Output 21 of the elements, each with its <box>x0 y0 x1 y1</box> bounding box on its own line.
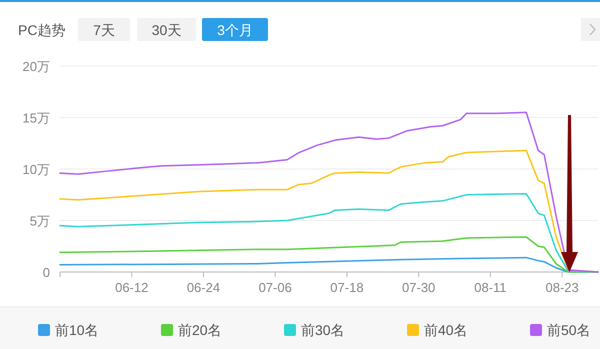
legend-label: 前10名 <box>55 322 99 338</box>
x-tick-label: 07-30 <box>402 280 436 295</box>
y-tick-label: 5万 <box>30 214 50 228</box>
y-tick-label: 0 <box>42 265 50 280</box>
legend-label: 前20名 <box>178 322 222 338</box>
tab: 7天 <box>78 18 130 41</box>
tab: 30天 <box>137 18 196 41</box>
legend-label: 前30名 <box>301 322 345 338</box>
x-tick-label: 06-24 <box>186 280 220 295</box>
x-tick-label: 07-18 <box>330 280 364 295</box>
y-tick-label: 15万 <box>22 110 50 126</box>
y-tick-label: 10万 <box>22 162 50 177</box>
legend-label: 前40名 <box>424 322 468 338</box>
legend-label: 前50名 <box>547 322 591 338</box>
x-tick-label: 06-12 <box>115 280 148 295</box>
chart-title: PC趋势 <box>18 22 66 38</box>
x-tick-label: 08-23 <box>546 280 579 295</box>
x-tick-label: 07-06 <box>258 280 292 295</box>
y-tick-label: 20万 <box>22 59 50 74</box>
x-tick-label: 08-11 <box>474 280 507 295</box>
tab: 3个月 <box>202 18 268 41</box>
